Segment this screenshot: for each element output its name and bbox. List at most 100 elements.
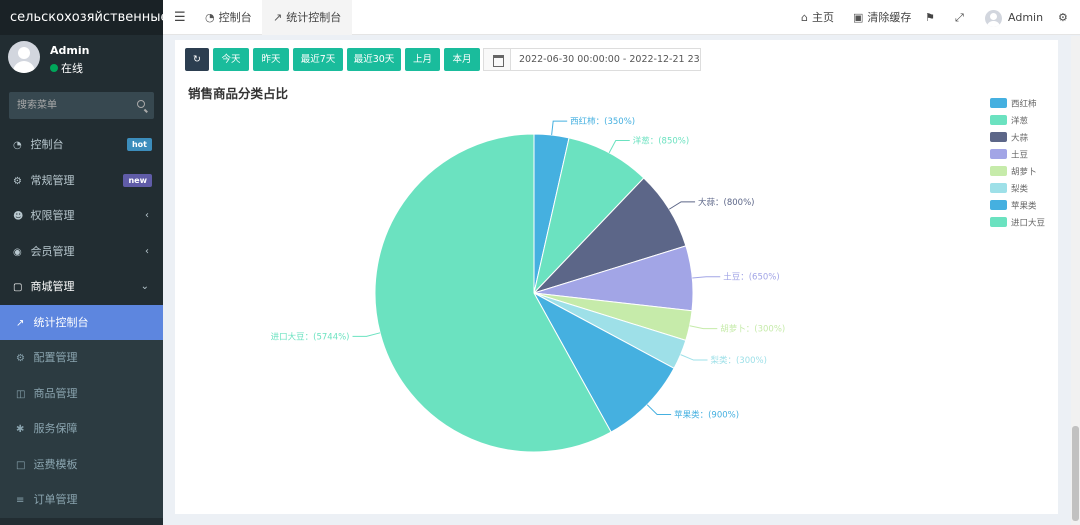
sidebar-item-general[interactable]: ⚙ 常规管理 new bbox=[0, 163, 163, 199]
legend-swatch-2[interactable] bbox=[990, 132, 1007, 142]
legend-label-3[interactable]: 土豆 bbox=[1011, 150, 1028, 161]
legend-swatch-6[interactable] bbox=[990, 200, 1007, 210]
user-menu[interactable]: Admin bbox=[985, 0, 1043, 35]
group-icon: ☻ bbox=[13, 211, 24, 222]
search-icon[interactable] bbox=[137, 100, 145, 108]
legend-swatch-3[interactable] bbox=[990, 149, 1007, 159]
refresh-button[interactable]: ↻ bbox=[185, 48, 209, 71]
sidebar-item-dashboard[interactable]: ◔ 控制台 hot bbox=[0, 127, 163, 163]
pie-data-label-4: 胡萝卜：(300%) bbox=[720, 324, 785, 335]
pie-data-label-7: 进口大豆：(5744%) bbox=[271, 331, 350, 342]
pie-slice-6[interactable] bbox=[532, 291, 675, 433]
edit-icon: □ bbox=[16, 459, 26, 471]
legend-label-0[interactable]: 西红柿 bbox=[1011, 99, 1037, 110]
cogs-icon: ⚙ bbox=[13, 175, 22, 187]
chevron-left-icon: ‹ bbox=[145, 210, 149, 221]
sidebar-item-service[interactable]: ✱ 服务保障 bbox=[0, 411, 163, 447]
tab-dashboard[interactable]: ◔ 控制台 bbox=[205, 0, 252, 35]
page-scrollbar[interactable] bbox=[1071, 36, 1080, 525]
basket-icon: ◫ bbox=[16, 388, 26, 400]
sidebar-item-products[interactable]: ◫ 商品管理 bbox=[0, 375, 163, 411]
user-status-label: 在线 bbox=[61, 62, 83, 75]
menu-toggle-icon[interactable]: ☰ bbox=[174, 10, 186, 25]
user-panel: Admin 在线 bbox=[0, 41, 163, 86]
sidebar-item-orders[interactable]: ≡ 订单管理 bbox=[0, 482, 163, 518]
legend-label-7[interactable]: 进口大豆 bbox=[1011, 218, 1045, 229]
sidebar-item-shipping-template[interactable]: □ 运费模板 bbox=[0, 446, 163, 482]
last-30-days-button[interactable]: 最近30天 bbox=[347, 48, 401, 71]
last-month-button[interactable]: 上月 bbox=[405, 48, 440, 71]
user-circle-icon: ◉ bbox=[13, 246, 22, 258]
refresh-icon: ↻ bbox=[193, 54, 201, 65]
home-link[interactable]: ⌂ 主页 bbox=[801, 0, 834, 35]
topbar: ☰ ◔ 控制台 ↗ 统计控制台 ⌂ 主页 ▣ 清除缓存 ⚑ ⤢ Admin ⚙ bbox=[163, 0, 1080, 35]
line-chart-icon: ↗ bbox=[16, 317, 25, 329]
sidebar-item-shop[interactable]: ▢ 商城管理 ⌄ bbox=[0, 269, 163, 305]
legend-label-2[interactable]: 大蒜 bbox=[1011, 133, 1029, 144]
dashboard-icon: ◔ bbox=[205, 11, 215, 24]
legend-swatch-5[interactable] bbox=[990, 183, 1007, 193]
today-button[interactable]: 今天 bbox=[213, 48, 249, 71]
dashboard-icon: ◔ bbox=[13, 140, 22, 151]
new-badge: new bbox=[123, 173, 152, 187]
online-dot-icon bbox=[50, 64, 58, 72]
pie-label-line-4 bbox=[689, 325, 718, 330]
list-icon: ≡ bbox=[16, 495, 25, 506]
pie-label-line-2 bbox=[668, 201, 696, 210]
pie-label-line-6 bbox=[646, 404, 672, 416]
asterisk-icon: ✱ bbox=[16, 424, 25, 435]
sidebar-menu: ◔ 控制台 hot ⚙ 常规管理 new ☻ 权限管理 ‹ ◉ 会员管理 ‹ ▢ 商城管… bbox=[0, 127, 163, 518]
sidebar-item-auth[interactable]: ☻ 权限管理 ‹ bbox=[0, 198, 163, 234]
legend-swatch-0[interactable] bbox=[990, 98, 1007, 108]
date-range-value: 2022-06-30 00:00:00 - 2022-12-21 23:59:5… bbox=[519, 54, 699, 65]
language-icon[interactable]: ⚑ bbox=[925, 11, 935, 24]
pie-data-label-0: 西红柿：(350%) bbox=[570, 116, 635, 127]
legend-label-1[interactable]: 洋葱 bbox=[1011, 116, 1028, 127]
clear-cache-button[interactable]: ▣ 清除缓存 bbox=[853, 0, 911, 35]
calendar-icon bbox=[484, 49, 511, 70]
scrollbar-thumb[interactable] bbox=[1072, 426, 1079, 521]
legend-label-5[interactable]: 梨类 bbox=[1011, 184, 1029, 195]
trash-icon: ▣ bbox=[853, 11, 864, 24]
search-input[interactable] bbox=[9, 92, 129, 119]
sidebar-item-stats-dashboard[interactable]: ↗ 统计控制台 bbox=[0, 304, 163, 340]
pie-label-line-0 bbox=[551, 120, 568, 136]
pie-data-label-1: 洋葱：(850%) bbox=[633, 136, 689, 147]
pie-label-line-3 bbox=[692, 276, 721, 279]
sidebar-item-config[interactable]: ⚙ 配置管理 bbox=[0, 340, 163, 376]
tab-stats-dashboard[interactable]: ↗ 统计控制台 bbox=[262, 0, 353, 35]
last-7-days-button[interactable]: 最近7天 bbox=[293, 48, 343, 71]
pie-label-line-1 bbox=[608, 140, 630, 154]
avatar bbox=[985, 9, 1002, 27]
shop-icon: ▢ bbox=[13, 282, 23, 293]
this-month-button[interactable]: 本月 bbox=[444, 48, 480, 71]
date-range-field[interactable]: 2022-06-30 00:00:00 - 2022-12-21 23:59:5… bbox=[483, 48, 701, 71]
chevron-left-icon: ‹ bbox=[145, 245, 149, 257]
user-name: Admin bbox=[50, 44, 90, 57]
legend-swatch-1[interactable] bbox=[990, 115, 1007, 125]
yesterday-button[interactable]: 昨天 bbox=[253, 48, 289, 71]
pie-chart: 西红柿：(350%) 洋葱：(850%) 大蒜：(800%) 土豆：(650%) 胡萝卜… bbox=[271, 98, 1045, 453]
user-status: 在线 bbox=[50, 60, 83, 76]
gear-icon: ⚙ bbox=[16, 353, 25, 364]
pie-data-label-5: 梨类：(300%) bbox=[710, 355, 766, 366]
home-icon: ⌂ bbox=[801, 11, 808, 24]
legend-label-4[interactable]: 胡萝卜 bbox=[1011, 167, 1037, 178]
pie-label-line-7 bbox=[352, 332, 381, 337]
sidebar-search bbox=[9, 92, 154, 119]
pie-slice-1[interactable] bbox=[533, 137, 645, 295]
chevron-down-icon: ⌄ bbox=[140, 281, 149, 292]
sidebar-item-member[interactable]: ◉ 会员管理 ‹ bbox=[0, 234, 163, 270]
legend-swatch-7[interactable] bbox=[990, 217, 1007, 227]
legend-label-6[interactable]: 苹果类 bbox=[1011, 201, 1037, 212]
pie-data-label-3: 土豆：(650%) bbox=[723, 272, 779, 283]
fullscreen-icon[interactable]: ⤢ bbox=[955, 11, 964, 24]
chart-title: 销售商品分类占比 bbox=[188, 86, 289, 101]
hot-badge: hot bbox=[126, 138, 152, 151]
pie-label-line-5 bbox=[680, 354, 708, 361]
main-content: ↻ 今天 昨天 最近7天 最近30天 上月 本月 2022-06-30 00:0… bbox=[175, 40, 1058, 514]
legend-swatch-4[interactable] bbox=[990, 166, 1007, 176]
brand-logo[interactable]: сельскохозяйственные bbox=[0, 0, 163, 35]
settings-icon[interactable]: ⚙ bbox=[1058, 11, 1068, 24]
